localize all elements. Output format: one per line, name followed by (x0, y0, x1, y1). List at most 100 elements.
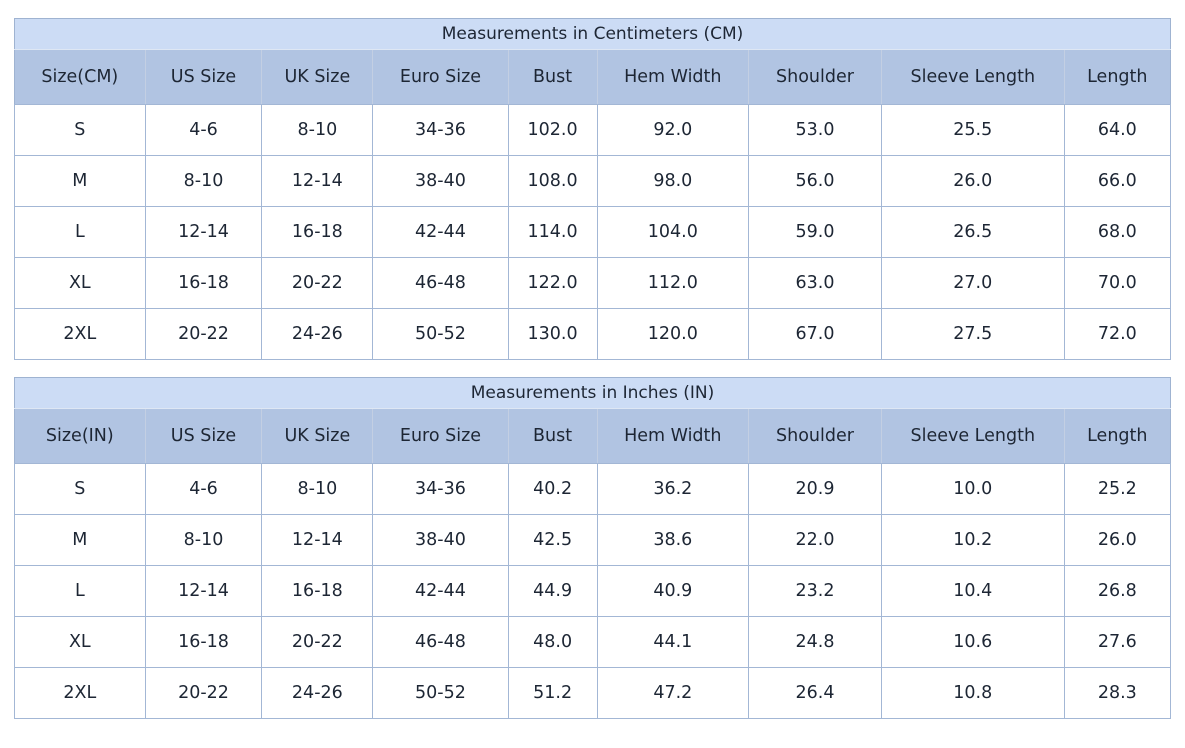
table-row: L 12-14 16-18 42-44 114.0 104.0 59.0 26.5 68.0 (14, 206, 1172, 258)
data-cell: 16-18 (144, 257, 263, 309)
data-cell: 24-26 (261, 308, 374, 360)
data-cell: 10.2 (880, 514, 1065, 566)
inch-table-title: Measurements in Inches (IN) (14, 377, 1171, 409)
data-cell: 20-22 (261, 616, 374, 668)
data-cell: 56.0 (748, 155, 882, 207)
data-cell: 44.9 (507, 565, 598, 617)
data-cell: 26.4 (748, 667, 882, 719)
size-chart-page: Measurements in Centimeters (CM) Size(CM… (14, 18, 1172, 719)
size-label-cell: XL (14, 616, 146, 668)
data-cell: 28.3 (1063, 667, 1172, 719)
data-cell: 8-10 (261, 104, 374, 156)
size-label-cell: 2XL (14, 667, 146, 719)
data-cell: 16-18 (144, 616, 263, 668)
data-cell: 102.0 (507, 104, 598, 156)
data-cell: 24.8 (748, 616, 882, 668)
data-cell: 16-18 (261, 206, 374, 258)
data-cell: 27.0 (880, 257, 1065, 309)
data-cell: 12-14 (144, 206, 263, 258)
size-label-cell: M (14, 155, 146, 207)
column-header-cell: Sleeve Length (880, 49, 1065, 105)
data-cell: 12-14 (261, 155, 374, 207)
data-cell: 34-36 (372, 104, 509, 156)
column-header-cell: Shoulder (748, 408, 882, 464)
column-header-cell: Bust (507, 408, 598, 464)
data-cell: 8-10 (261, 463, 374, 515)
column-header-cell: Hem Width (596, 49, 750, 105)
column-header-cell: US Size (144, 408, 263, 464)
data-cell: 72.0 (1063, 308, 1172, 360)
table-row: S 4-6 8-10 34-36 102.0 92.0 53.0 25.5 64.0 (14, 104, 1172, 156)
column-header-cell: US Size (144, 49, 263, 105)
table-row: 2XL 20-22 24-26 50-52 130.0 120.0 67.0 27.5 72.0 (14, 308, 1172, 360)
data-cell: 20-22 (144, 667, 263, 719)
size-label-cell: S (14, 104, 146, 156)
data-cell: 34-36 (372, 463, 509, 515)
data-cell: 22.0 (748, 514, 882, 566)
cm-table-body: S 4-6 8-10 34-36 102.0 92.0 53.0 25.5 64.0 M 8-10 1… (14, 104, 1172, 360)
data-cell: 44.1 (596, 616, 750, 668)
data-cell: 46-48 (372, 257, 509, 309)
table-row: XL 16-18 20-22 46-48 48.0 44.1 24.8 10.6 27.6 (14, 616, 1172, 668)
data-cell: 46-48 (372, 616, 509, 668)
data-cell: 26.0 (1063, 514, 1172, 566)
data-cell: 47.2 (596, 667, 750, 719)
data-cell: 38.6 (596, 514, 750, 566)
data-cell: 67.0 (748, 308, 882, 360)
table-row: 2XL 20-22 24-26 50-52 51.2 47.2 26.4 10.8 28.3 (14, 667, 1172, 719)
data-cell: 68.0 (1063, 206, 1172, 258)
data-cell: 20.9 (748, 463, 882, 515)
data-cell: 36.2 (596, 463, 750, 515)
data-cell: 120.0 (596, 308, 750, 360)
data-cell: 8-10 (144, 514, 263, 566)
data-cell: 24-26 (261, 667, 374, 719)
data-cell: 23.2 (748, 565, 882, 617)
data-cell: 104.0 (596, 206, 750, 258)
data-cell: 40.2 (507, 463, 598, 515)
inch-measurements-table: Measurements in Inches (IN) Size(IN) US S… (14, 377, 1172, 719)
cm-measurements-table: Measurements in Centimeters (CM) Size(CM… (14, 18, 1172, 360)
column-header-cell: Sleeve Length (880, 408, 1065, 464)
size-label-cell: M (14, 514, 146, 566)
data-cell: 8-10 (144, 155, 263, 207)
table-row: M 8-10 12-14 38-40 42.5 38.6 22.0 10.2 26.0 (14, 514, 1172, 566)
inch-table-title-row: Measurements in Inches (IN) (14, 377, 1171, 409)
data-cell: 20-22 (144, 308, 263, 360)
data-cell: 16-18 (261, 565, 374, 617)
column-header-cell: Shoulder (748, 49, 882, 105)
data-cell: 20-22 (261, 257, 374, 309)
table-row: XL 16-18 20-22 46-48 122.0 112.0 63.0 27.0 70.0 (14, 257, 1172, 309)
data-cell: 26.5 (880, 206, 1065, 258)
column-header-cell: Euro Size (372, 49, 509, 105)
data-cell: 12-14 (144, 565, 263, 617)
data-cell: 26.0 (880, 155, 1065, 207)
data-cell: 10.6 (880, 616, 1065, 668)
data-cell: 10.4 (880, 565, 1065, 617)
data-cell: 59.0 (748, 206, 882, 258)
column-header-cell: UK Size (261, 408, 374, 464)
data-cell: 40.9 (596, 565, 750, 617)
data-cell: 25.5 (880, 104, 1065, 156)
column-header-cell: Length (1063, 49, 1172, 105)
cm-column-header-row: Size(CM) US Size UK Size Euro Size Bust Hem W… (14, 49, 1172, 105)
data-cell: 38-40 (372, 514, 509, 566)
table-row: L 12-14 16-18 42-44 44.9 40.9 23.2 10.4 26.8 (14, 565, 1172, 617)
data-cell: 66.0 (1063, 155, 1172, 207)
data-cell: 42-44 (372, 565, 509, 617)
data-cell: 10.8 (880, 667, 1065, 719)
column-header-cell: Size(CM) (14, 49, 146, 105)
data-cell: 50-52 (372, 308, 509, 360)
table-row: S 4-6 8-10 34-36 40.2 36.2 20.9 10.0 25.2 (14, 463, 1172, 515)
data-cell: 12-14 (261, 514, 374, 566)
size-label-cell: XL (14, 257, 146, 309)
data-cell: 64.0 (1063, 104, 1172, 156)
column-header-cell: UK Size (261, 49, 374, 105)
cm-table-title: Measurements in Centimeters (CM) (14, 18, 1171, 50)
data-cell: 130.0 (507, 308, 598, 360)
data-cell: 27.5 (880, 308, 1065, 360)
data-cell: 48.0 (507, 616, 598, 668)
size-label-cell: S (14, 463, 146, 515)
data-cell: 92.0 (596, 104, 750, 156)
data-cell: 122.0 (507, 257, 598, 309)
data-cell: 10.0 (880, 463, 1065, 515)
